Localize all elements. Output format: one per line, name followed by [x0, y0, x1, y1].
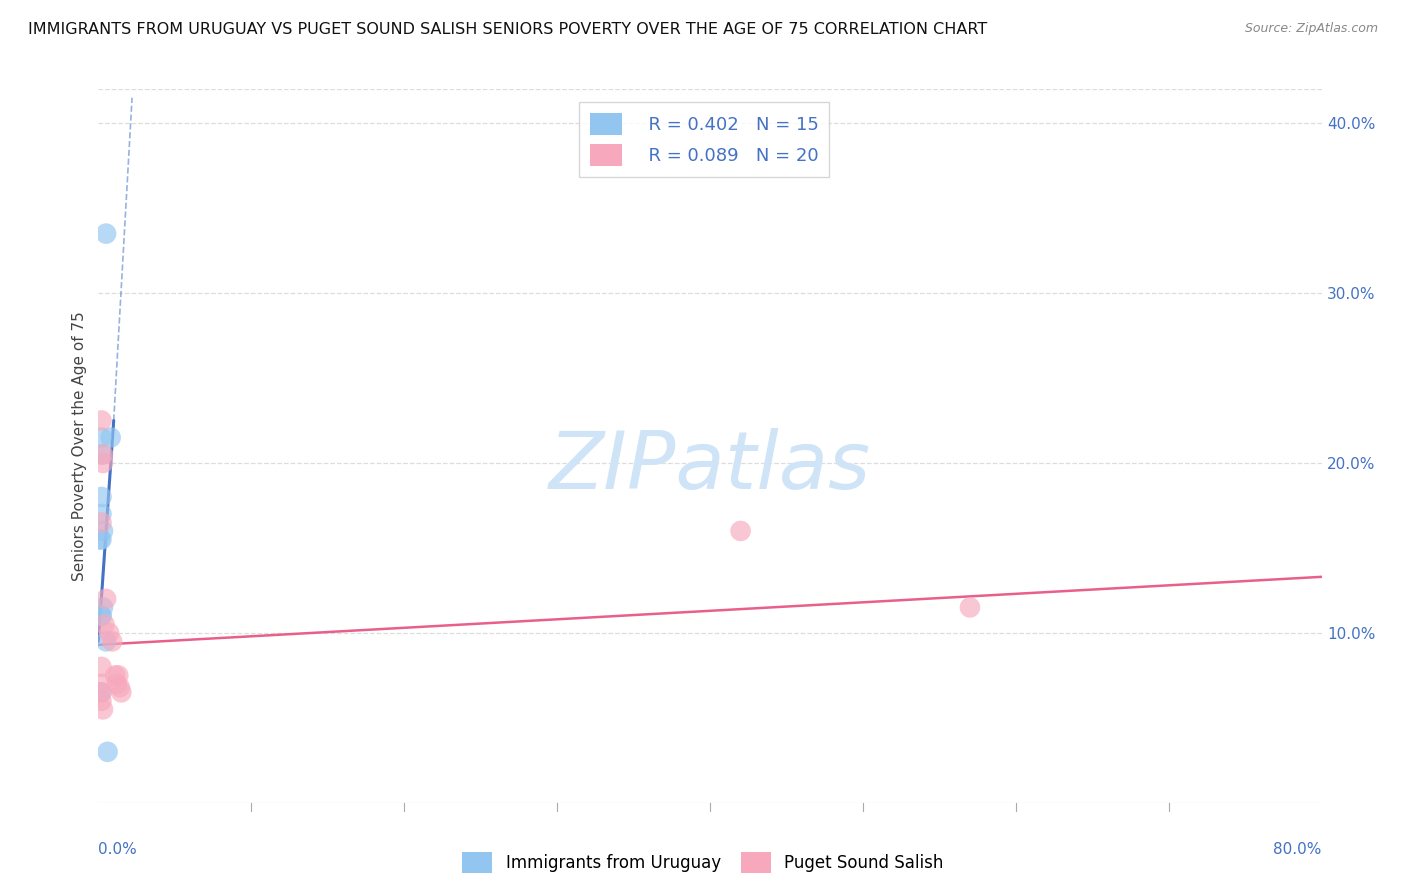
Point: [94, 634, 117, 648]
Point: [91, 702, 114, 716]
Point: [90, 677, 112, 691]
Point: [97, 745, 120, 759]
Point: [90, 694, 112, 708]
Point: [90, 430, 112, 444]
Point: [94, 591, 117, 606]
Point: [90, 516, 112, 530]
Point: [90, 533, 112, 547]
Legend:   R = 0.402   N = 15,   R = 0.089   N = 20: R = 0.402 N = 15, R = 0.089 N = 20: [579, 102, 830, 177]
Point: [101, 634, 124, 648]
Point: [90, 685, 112, 699]
Text: Source: ZipAtlas.com: Source: ZipAtlas.com: [1244, 22, 1378, 36]
Point: [91, 456, 114, 470]
Point: [90, 507, 112, 521]
Point: [90, 608, 112, 623]
Legend: Immigrants from Uruguay, Puget Sound Salish: Immigrants from Uruguay, Puget Sound Sal…: [456, 846, 950, 880]
Point: [93, 617, 115, 632]
Point: [90, 490, 112, 504]
Point: [100, 430, 122, 444]
Point: [90, 448, 112, 462]
Y-axis label: Seniors Poverty Over the Age of 75: Seniors Poverty Over the Age of 75: [72, 311, 87, 581]
Point: [108, 680, 131, 694]
Text: 0.0%: 0.0%: [98, 842, 138, 857]
Point: [959, 600, 981, 615]
Point: [110, 685, 132, 699]
Text: IMMIGRANTS FROM URUGUAY VS PUGET SOUND SALISH SENIORS POVERTY OVER THE AGE OF 75: IMMIGRANTS FROM URUGUAY VS PUGET SOUND S…: [28, 22, 987, 37]
Text: ZIPatlas: ZIPatlas: [548, 428, 872, 507]
Point: [105, 677, 128, 691]
Point: [91, 448, 114, 462]
Point: [94, 227, 117, 241]
Point: [89, 533, 111, 547]
Point: [90, 660, 112, 674]
Point: [90, 685, 112, 699]
Point: [107, 668, 129, 682]
Point: [98, 626, 121, 640]
Point: [104, 668, 127, 682]
Point: [90, 608, 112, 623]
Text: 80.0%: 80.0%: [1274, 842, 1322, 857]
Point: [730, 524, 752, 538]
Point: [91, 600, 114, 615]
Point: [91, 524, 114, 538]
Point: [90, 413, 112, 427]
